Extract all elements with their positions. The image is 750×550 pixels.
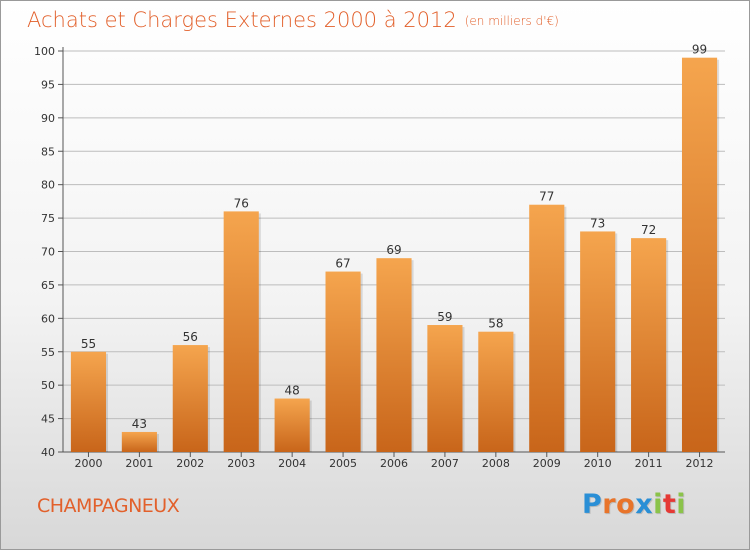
proxiti-logo: Proxiti (582, 489, 686, 520)
x-tick-label: 2004 (278, 457, 306, 470)
data-label: 69 (386, 243, 401, 257)
bar (580, 231, 616, 452)
data-label: 77 (539, 190, 554, 204)
chart-title-text: Achats et Charges Externes 2000 à 2012 (27, 8, 457, 32)
x-tick-label: 2007 (431, 457, 459, 470)
logo-letter: x (635, 489, 654, 520)
x-tick-label: 2005 (329, 457, 357, 470)
x-tick-label: 2010 (584, 457, 612, 470)
labels: 40 45 50 55 60 65 70 75 80 85 90 95 100 55 2000 43 2001 5… (34, 43, 714, 470)
x-tick-label: 2009 (533, 457, 561, 470)
bar (631, 238, 667, 452)
bar (478, 331, 514, 452)
data-label: 67 (335, 257, 350, 271)
x-tick-label: 2006 (380, 457, 408, 470)
y-tick-label: 60 (41, 312, 55, 325)
bar (681, 57, 718, 452)
y-tick-label: 95 (41, 78, 55, 91)
data-label: 59 (437, 310, 452, 324)
bar (274, 398, 310, 452)
chart-unit: (en milliers d'€) (464, 14, 559, 28)
x-tick-label: 2008 (482, 457, 510, 470)
bar (427, 325, 463, 452)
logo-letter: i (676, 489, 687, 520)
data-label: 43 (132, 417, 147, 431)
logo-letter: r (602, 489, 617, 520)
y-tick-label: 75 (41, 212, 55, 225)
logo-letter: i (653, 489, 663, 520)
y-tick-label: 45 (41, 413, 55, 426)
x-tick-label: 2002 (176, 457, 204, 470)
data-label: 73 (590, 216, 605, 230)
y-tick-label: 70 (41, 246, 55, 259)
x-tick-label: 2001 (125, 457, 153, 470)
y-tick-label: 55 (41, 346, 55, 359)
bar (172, 345, 208, 452)
y-tick-label: 85 (41, 145, 55, 158)
x-tick-label: 2011 (635, 457, 663, 470)
y-tick-label: 90 (41, 112, 55, 125)
bars (70, 57, 720, 452)
y-tick-label: 100 (34, 45, 55, 58)
chart-title: Achats et Charges Externes 2000 à 2012 (e… (27, 8, 559, 32)
bar (121, 431, 157, 452)
data-label: 55 (81, 337, 96, 351)
logo-letter: t (662, 489, 677, 520)
bar (223, 211, 259, 452)
data-label: 58 (488, 317, 503, 331)
data-label: 56 (183, 330, 198, 344)
data-label: 48 (285, 384, 300, 398)
data-label: 72 (641, 223, 656, 237)
y-tick-label: 50 (41, 379, 55, 392)
bar (70, 351, 107, 452)
y-tick-label: 65 (41, 279, 55, 292)
y-tick-label: 40 (41, 446, 55, 459)
x-tick-label: 2000 (74, 457, 102, 470)
data-label: 76 (234, 196, 249, 210)
data-label: 99 (692, 43, 707, 57)
x-tick-label: 2012 (686, 457, 714, 470)
bar (325, 271, 361, 452)
logo-letter: P (582, 489, 603, 520)
bar (376, 258, 412, 452)
y-tick-label: 80 (41, 179, 55, 192)
x-tick-label: 2003 (227, 457, 255, 470)
location-name: CHAMPAGNEUX (37, 495, 180, 517)
bar (529, 204, 565, 452)
logo-letter: o (616, 489, 636, 520)
